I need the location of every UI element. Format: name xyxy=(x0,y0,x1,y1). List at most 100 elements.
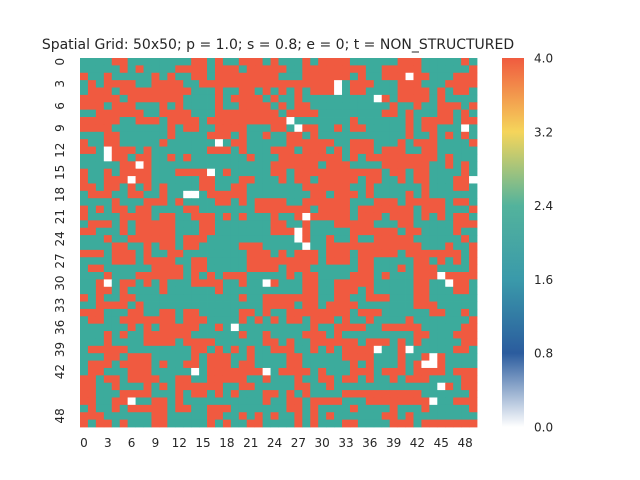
heatmap-cell xyxy=(159,131,168,140)
heatmap-cell xyxy=(135,87,144,96)
heatmap-cell xyxy=(349,131,359,140)
heatmap-cell xyxy=(207,124,216,133)
heatmap-cell xyxy=(151,146,160,155)
heatmap-cell xyxy=(334,94,343,103)
heatmap-cell xyxy=(270,190,279,199)
heatmap-cell xyxy=(445,117,454,125)
heatmap-cell xyxy=(342,257,351,266)
heatmap-cell xyxy=(135,190,144,199)
heatmap-cell xyxy=(349,58,359,66)
heatmap-cell xyxy=(405,212,414,221)
heatmap-cell xyxy=(80,419,89,428)
heatmap-cell xyxy=(246,235,256,243)
heatmap-cell xyxy=(429,316,438,325)
heatmap-cell xyxy=(95,345,105,354)
heatmap-cell xyxy=(183,109,192,118)
heatmap-cell xyxy=(381,58,391,66)
heatmap-cell xyxy=(191,220,200,229)
heatmap-cell xyxy=(469,323,478,332)
heatmap-cell xyxy=(421,146,430,155)
heatmap-cell xyxy=(262,190,271,199)
heatmap-cell xyxy=(421,65,430,74)
heatmap-cell xyxy=(453,102,462,111)
heatmap-cell xyxy=(119,102,129,111)
heatmap-cell xyxy=(429,190,438,199)
heatmap-cell xyxy=(214,65,224,74)
heatmap-cell xyxy=(191,353,200,361)
heatmap-cell xyxy=(381,264,391,273)
heatmap-cell xyxy=(349,308,359,317)
heatmap-cell xyxy=(302,360,311,369)
y-tick-label: 27 xyxy=(53,253,67,268)
heatmap-cell xyxy=(87,316,97,325)
heatmap-cell xyxy=(167,367,176,376)
heatmap-cell xyxy=(175,220,184,229)
heatmap-cell xyxy=(246,80,256,88)
heatmap-cell xyxy=(381,131,391,140)
heatmap-cell xyxy=(461,316,470,325)
heatmap-cell xyxy=(270,382,279,391)
heatmap-cell xyxy=(151,198,160,206)
heatmap-cell xyxy=(262,80,271,88)
heatmap-cell xyxy=(397,139,406,147)
heatmap-cell xyxy=(270,161,279,170)
heatmap-cell xyxy=(222,294,232,302)
heatmap-cell xyxy=(95,235,105,243)
heatmap-cell xyxy=(365,183,375,192)
heatmap-cell xyxy=(103,94,113,103)
heatmap-cell xyxy=(214,249,224,258)
heatmap-cell xyxy=(302,390,311,398)
heatmap-cell xyxy=(278,212,287,221)
heatmap-cell xyxy=(302,168,311,177)
heatmap-cell xyxy=(445,242,454,251)
heatmap-cell xyxy=(302,419,311,428)
heatmap-cell xyxy=(87,301,97,310)
heatmap-cell xyxy=(286,87,295,96)
heatmap-cell xyxy=(381,139,391,147)
heatmap-cell xyxy=(238,117,248,125)
heatmap-cell xyxy=(87,272,97,280)
heatmap-cell xyxy=(413,124,422,133)
heatmap-cell xyxy=(445,279,454,288)
heatmap-cell xyxy=(286,279,295,288)
heatmap-cell xyxy=(421,390,430,398)
heatmap-cell xyxy=(413,146,422,155)
heatmap-cell xyxy=(302,338,311,347)
heatmap-cell xyxy=(349,168,359,177)
heatmap-cell xyxy=(389,257,398,266)
heatmap-cell xyxy=(302,183,311,192)
heatmap-cell xyxy=(111,117,121,125)
heatmap-cell xyxy=(318,249,327,258)
heatmap-cell xyxy=(199,331,208,339)
heatmap-cell xyxy=(143,146,152,155)
heatmap-cell xyxy=(254,249,264,258)
heatmap-cell xyxy=(318,212,327,221)
heatmap-cell xyxy=(159,65,168,74)
heatmap-cell xyxy=(80,367,89,376)
heatmap-cell xyxy=(334,345,343,354)
heatmap-cell xyxy=(461,242,470,251)
heatmap-cell xyxy=(95,316,105,325)
heatmap-cell xyxy=(214,227,224,236)
heatmap-cell xyxy=(461,390,470,398)
heatmap-cell xyxy=(151,190,160,199)
heatmap-cell xyxy=(445,190,454,199)
heatmap-cell xyxy=(342,242,351,251)
heatmap-cell xyxy=(469,249,478,258)
heatmap-cell xyxy=(199,198,208,206)
heatmap-cell xyxy=(349,94,359,103)
heatmap-cell xyxy=(143,139,152,147)
colorbar-ticks: 0.00.81.62.43.24.0 xyxy=(534,52,553,435)
heatmap-cell xyxy=(310,117,319,125)
heatmap-cell xyxy=(357,360,367,369)
heatmap-cell xyxy=(230,419,240,428)
heatmap-cell xyxy=(294,72,303,81)
heatmap-cell xyxy=(119,183,129,192)
heatmap-cell xyxy=(421,279,430,288)
heatmap-cell xyxy=(95,117,105,125)
heatmap-cell xyxy=(437,316,446,325)
heatmap-cell xyxy=(183,308,192,317)
heatmap-cell xyxy=(95,360,105,369)
heatmap-cell xyxy=(342,375,351,384)
heatmap-cell xyxy=(334,390,343,398)
